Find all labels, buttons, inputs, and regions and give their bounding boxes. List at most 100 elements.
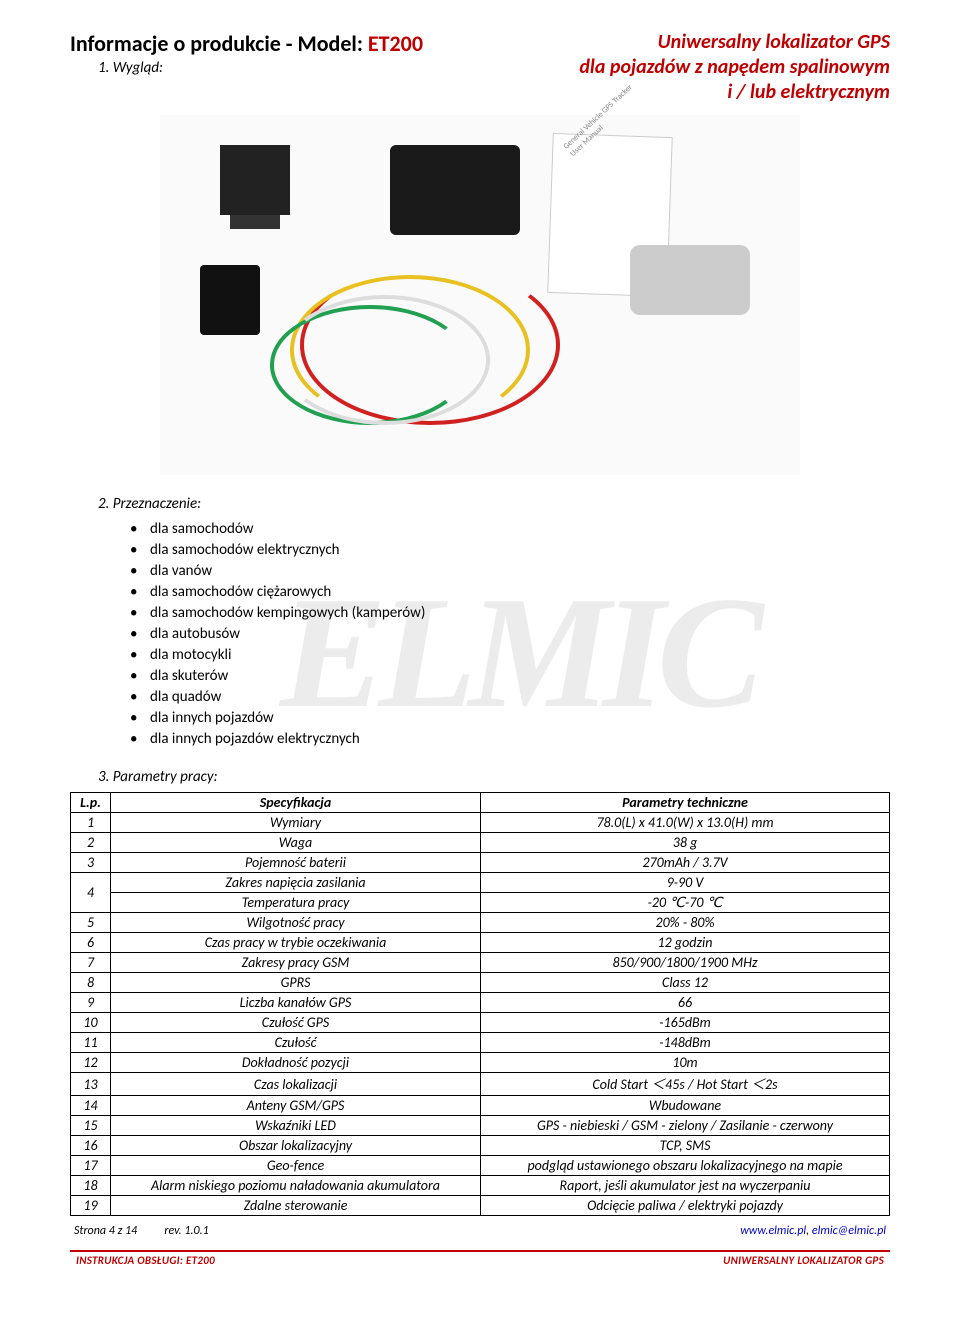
footer-site-link[interactable]: www.elmic.pl (740, 1224, 806, 1238)
table-row: 16Obszar lokalizacyjnyTCP, SMS (71, 1136, 890, 1156)
cell-spec: Wilgotność pracy (111, 913, 481, 933)
section-1-title: 1. Wygląd: (98, 59, 423, 77)
table-row: 4Zakres napięcia zasilania9-90 V (71, 873, 890, 893)
cell-param: 20% - 80% (481, 913, 890, 933)
cell-spec: Czułość GPS (111, 1013, 481, 1033)
cell-lp: 8 (71, 973, 111, 993)
cell-lp: 17 (71, 1156, 111, 1176)
cell-spec: Dokładność pozycji (111, 1053, 481, 1073)
table-row: Temperatura pracy-20 ℃-70 ℃ (71, 893, 890, 913)
cell-lp: 1 (71, 813, 111, 833)
page-footer: Strona 4 z 14 rev. 1.0.1 www.elmic.pl, e… (70, 1224, 890, 1238)
cell-param: Cold Start ＜45s / Hot Start ＜2s (481, 1073, 890, 1096)
cell-spec: Pojemność baterii (111, 853, 481, 873)
cell-param: Class 12 (481, 973, 890, 993)
cell-lp: 18 (71, 1176, 111, 1196)
cell-lp: 2 (71, 833, 111, 853)
purpose-item: dla skuterów (130, 666, 890, 687)
section-3-title: 3. Parametry pracy: (98, 768, 890, 786)
section-2-title: 2. Przeznaczenie: (98, 495, 890, 513)
cell-param: -165dBm (481, 1013, 890, 1033)
purpose-item: dla autobusów (130, 624, 890, 645)
purpose-item: dla quadów (130, 687, 890, 708)
cell-lp: 7 (71, 953, 111, 973)
purpose-item: dla motocykli (130, 645, 890, 666)
table-row: 2Waga38 g (71, 833, 890, 853)
cell-spec: Czas pracy w trybie oczekiwania (111, 933, 481, 953)
table-row: 3Pojemność baterii270mAh / 3.7V (71, 853, 890, 873)
cell-param: 66 (481, 993, 890, 1013)
cover-plate-icon (630, 245, 750, 315)
table-row: 12Dokładność pozycji10m (71, 1053, 890, 1073)
cell-lp: 13 (71, 1073, 111, 1096)
cell-spec: Zakresy pracy GSM (111, 953, 481, 973)
cell-lp: 9 (71, 993, 111, 1013)
footer-bar-right: UNIWERSALNY LOKALIZATOR GPS (723, 1254, 884, 1267)
cell-lp: 10 (71, 1013, 111, 1033)
subtitle-line-2: dla pojazdów z napędem spalinowym (579, 55, 890, 80)
cell-lp: 3 (71, 853, 111, 873)
cell-spec: Wymiary (111, 813, 481, 833)
cell-spec: GPRS (111, 973, 481, 993)
table-row: 8GPRSClass 12 (71, 973, 890, 993)
cell-lp: 11 (71, 1033, 111, 1053)
table-row: 6Czas pracy w trybie oczekiwania12 godzi… (71, 933, 890, 953)
purpose-list: dla samochodówdla samochodów elektryczny… (130, 519, 890, 750)
cell-param: podgląd ustawionego obszaru lokalizacyjn… (481, 1156, 890, 1176)
footer-bar-left: INSTRUKCJA OBSŁUGI: ET200 (76, 1254, 215, 1267)
cell-param: 9-90 V (481, 873, 890, 893)
table-row: 19Zdalne sterowanieOdcięcie paliwa / ele… (71, 1196, 890, 1216)
cell-lp: 16 (71, 1136, 111, 1156)
footer-rev: rev. 1.0.1 (164, 1224, 208, 1238)
cell-param: 12 godzin (481, 933, 890, 953)
cell-param: GPS - niebieski / GSM - zielony / Zasila… (481, 1116, 890, 1136)
cell-spec: Alarm niskiego poziomu naładowania akumu… (111, 1176, 481, 1196)
cell-spec: Temperatura pracy (111, 893, 481, 913)
table-row: 18Alarm niskiego poziomu naładowania aku… (71, 1176, 890, 1196)
table-row: 7Zakresy pracy GSM850/900/1800/1900 MHz (71, 953, 890, 973)
table-row: 17Geo-fencepodgląd ustawionego obszaru l… (71, 1156, 890, 1176)
cell-param: TCP, SMS (481, 1136, 890, 1156)
cell-spec: Anteny GSM/GPS (111, 1096, 481, 1116)
cell-spec: Wskaźniki LED (111, 1116, 481, 1136)
page-title: Informacje o produkcie - Model: ET200 (70, 30, 423, 57)
cell-spec: Czas lokalizacji (111, 1073, 481, 1096)
cell-lp: 14 (71, 1096, 111, 1116)
wiring-harness-icon (270, 255, 610, 455)
cell-param: Wbudowane (481, 1096, 890, 1116)
cell-spec: Geo-fence (111, 1156, 481, 1176)
th-param: Parametry techniczne (481, 793, 890, 813)
purpose-item: dla innych pojazdów (130, 708, 890, 729)
footer-page: Strona 4 z 14 (74, 1224, 137, 1238)
table-row: 11Czułość-148dBm (71, 1033, 890, 1053)
cell-param: 10m (481, 1053, 890, 1073)
cell-lp: 4 (71, 873, 111, 913)
table-row: 1Wymiary78.0(L) x 41.0(W) x 13.0(H) mm (71, 813, 890, 833)
purpose-item: dla samochodów elektrycznych (130, 540, 890, 561)
product-photo (160, 115, 800, 475)
cell-lp: 6 (71, 933, 111, 953)
purpose-item: dla samochodów (130, 519, 890, 540)
cell-spec: Czułość (111, 1033, 481, 1053)
cell-spec: Zakres napięcia zasilania (111, 873, 481, 893)
connector-icon (200, 265, 260, 335)
cell-param: Raport, jeśli akumulator jest na wyczerp… (481, 1176, 890, 1196)
title-prefix: Informacje o produkcie - Model: (70, 30, 368, 57)
title-model: ET200 (368, 30, 423, 57)
relay-icon (220, 145, 290, 215)
cell-param: -148dBm (481, 1033, 890, 1053)
table-row: 14Anteny GSM/GPSWbudowane (71, 1096, 890, 1116)
purpose-item: dla vanów (130, 561, 890, 582)
cell-param: 270mAh / 3.7V (481, 853, 890, 873)
table-row: 5Wilgotność pracy20% - 80% (71, 913, 890, 933)
th-lp: L.p. (71, 793, 111, 813)
table-row: 9Liczba kanałów GPS66 (71, 993, 890, 1013)
cell-lp: 5 (71, 913, 111, 933)
purpose-item: dla samochodów ciężarowych (130, 582, 890, 603)
table-row: 15Wskaźniki LEDGPS - niebieski / GSM - z… (71, 1116, 890, 1136)
cell-spec: Liczba kanałów GPS (111, 993, 481, 1013)
footer-email-link[interactable]: elmic@elmic.pl (812, 1224, 886, 1238)
cell-lp: 15 (71, 1116, 111, 1136)
footer-bar: INSTRUKCJA OBSŁUGI: ET200 UNIWERSALNY LO… (70, 1250, 890, 1267)
spec-table: L.p. Specyfikacja Parametry techniczne 1… (70, 792, 890, 1216)
